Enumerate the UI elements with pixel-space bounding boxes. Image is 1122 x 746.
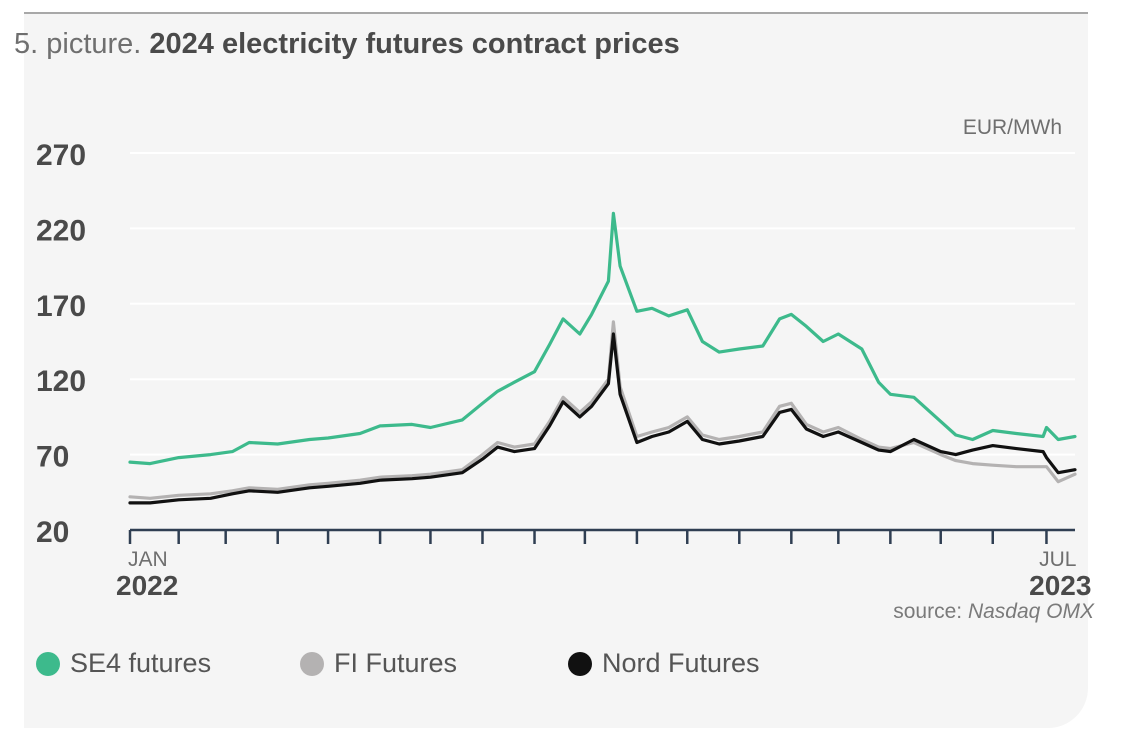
source-label: source: (893, 600, 963, 623)
y-tick-label: 120 (36, 365, 86, 398)
y-tick-label: 20 (36, 516, 69, 549)
legend-label: Nord Futures (602, 648, 760, 678)
x-tick-month: JAN (128, 548, 168, 571)
y-axis-ticks: 20 70 120 170 220 270 (36, 139, 86, 549)
x-tick-year: 2023 (1029, 570, 1091, 601)
legend-swatch (568, 651, 592, 676)
series-line-2 (128, 332, 1077, 505)
source-note: source: Nasdaq OMX (893, 600, 1094, 624)
title-prefix: 5. picture. (14, 28, 142, 60)
gridlines (130, 152, 1075, 456)
legend-swatch (300, 651, 324, 676)
chart-title: 5. picture. 2024 electricity futures con… (14, 28, 680, 61)
y-tick-label: 270 (36, 139, 86, 172)
legend-item: FI Futures (300, 648, 457, 679)
legend-item: Nord Futures (568, 648, 760, 679)
y-tick-label: 170 (36, 290, 86, 323)
title-main: 2024 electricity futures contract prices (149, 28, 680, 60)
legend-label: SE4 futures (70, 648, 212, 678)
series-line-1 (128, 320, 1077, 500)
legend: SE4 futures FI Futures Nord Futures (36, 648, 1036, 682)
legend-swatch (36, 651, 60, 676)
legend-label: FI Futures (334, 648, 458, 678)
chart-card (24, 12, 1088, 728)
x-tick-year: 2022 (116, 570, 178, 601)
legend-item: SE4 futures (36, 648, 211, 679)
series-lines (128, 211, 1077, 505)
y-tick-label: 220 (36, 214, 86, 247)
source-name: Nasdaq OMX (967, 600, 1094, 623)
series-line-0 (128, 211, 1077, 466)
unit-label: EUR/MWh (963, 116, 1062, 139)
x-tick-month: JUL (1039, 548, 1076, 571)
y-tick-label: 70 (36, 441, 69, 474)
